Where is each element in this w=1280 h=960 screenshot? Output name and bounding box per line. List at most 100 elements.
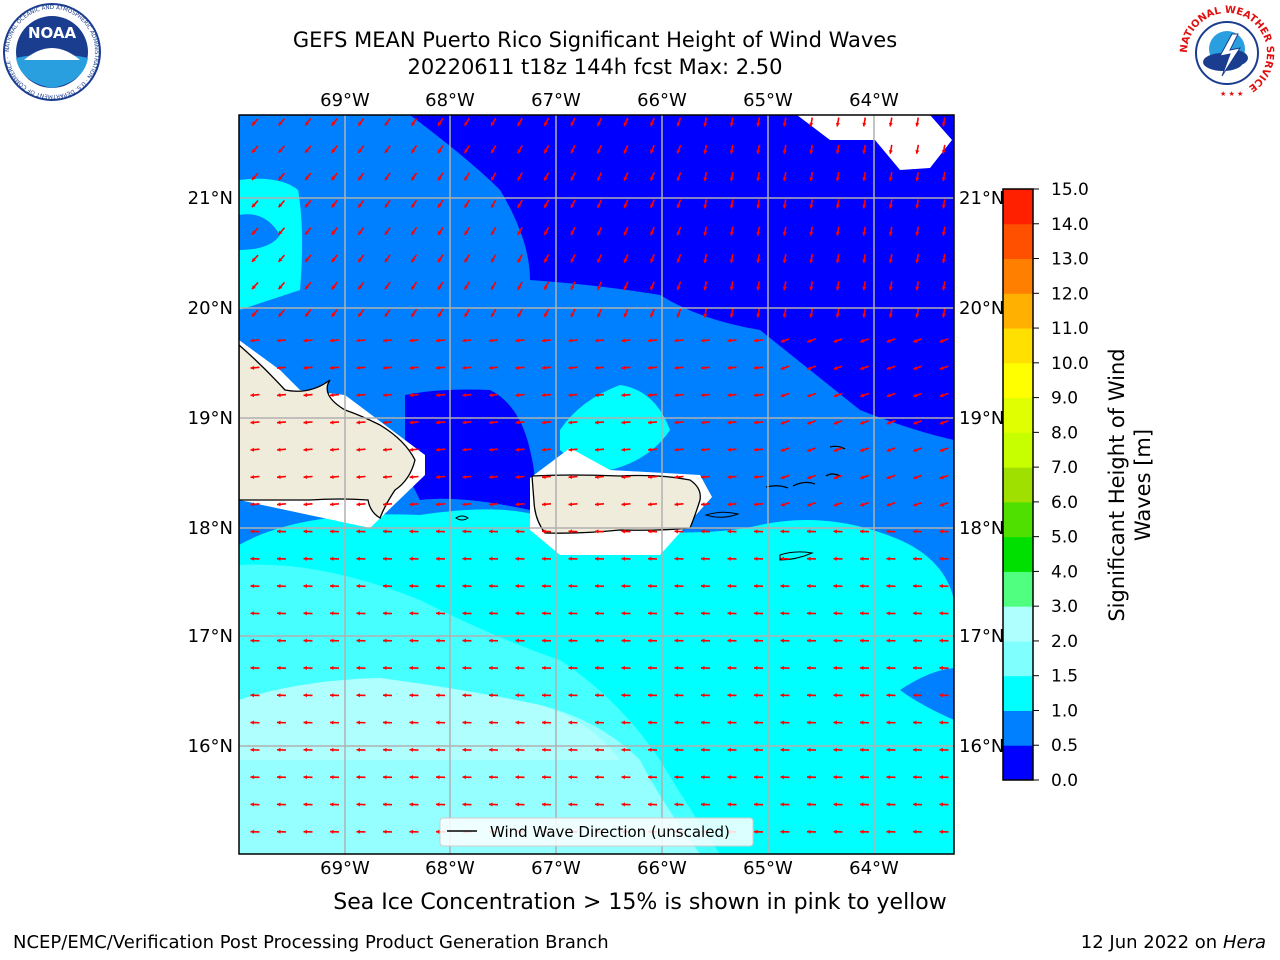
wave-direction-arrowhead [491, 203, 495, 208]
wave-direction-arrowhead [703, 231, 708, 236]
wave-direction-arrowhead [250, 611, 255, 616]
wave-direction-arrowhead [754, 638, 758, 643]
wave-direction-arrowhead [782, 286, 787, 291]
wave-direction-arrowhead [780, 584, 785, 589]
wave-direction-arrowhead [358, 121, 363, 126]
wave-direction-arrowhead [754, 447, 758, 452]
wave-direction-arrowhead [330, 720, 334, 725]
wave-direction-arrowhead [860, 693, 864, 698]
wave-direction-arrowhead [862, 204, 867, 209]
colorbar: 15.0 14.0 13.0 12.0 11.0 10.0 9.0 8.0 7.0 6.0 5.0 4… [1003, 180, 1089, 791]
wave-direction-arrowhead [409, 393, 414, 398]
colorbar-segment [1003, 362, 1033, 399]
wave-direction-arrowhead [305, 121, 309, 126]
wave-direction-arrowhead [277, 665, 281, 671]
wave-direction-arrowhead [913, 366, 918, 371]
wave-direction-arrowhead [807, 393, 812, 398]
wave-direction-arrowhead [542, 529, 546, 534]
colorbar-tick-label: 2.0 [1051, 632, 1078, 652]
wave-direction-arrowhead [754, 502, 758, 507]
wave-direction-arrowhead [411, 312, 416, 317]
wave-direction-arrowhead [542, 611, 546, 616]
wave-direction-arrowhead [621, 747, 626, 752]
wave-direction-arrowhead [383, 720, 387, 725]
wave-direction-arrowhead [544, 313, 548, 318]
colorbar-label-line2: Waves [m] [1131, 429, 1155, 541]
wave-direction-arrowhead [251, 203, 256, 208]
wave-direction-arrowhead [383, 611, 387, 616]
sea-0.5-1.0-nw-inner [239, 214, 280, 250]
wave-direction-arrowhead [595, 775, 599, 780]
wave-direction-arrowhead [941, 204, 946, 209]
wave-direction-arrowhead [595, 693, 599, 698]
wave-direction-arrowhead [727, 447, 732, 452]
wave-direction-arrowhead [464, 312, 469, 317]
wave-direction-arrowhead [674, 802, 679, 807]
wave-direction-arrowhead [250, 665, 255, 671]
wave-direction-arrowhead [648, 802, 652, 807]
wave-direction-arrowhead [621, 775, 626, 780]
wave-direction-arrowhead [701, 802, 705, 807]
wave-direction-arrowhead [411, 121, 416, 126]
wave-direction-arrowhead [729, 149, 734, 154]
colorbar-segment [1003, 293, 1033, 329]
wave-direction-arrowhead [886, 556, 891, 561]
wave-direction-arrowhead [383, 474, 387, 480]
wave-direction-arrowhead [489, 393, 493, 398]
wave-direction-arrowhead [729, 313, 734, 318]
wave-direction-arrowhead [409, 474, 414, 480]
wave-direction-arrowhead [913, 338, 918, 343]
wave-direction-arrowhead [384, 203, 389, 208]
hispaniola-land [239, 344, 416, 519]
wave-direction-arrowhead [438, 203, 442, 208]
map-title: GEFS MEAN Puerto Rico Significant Height… [292, 28, 898, 52]
wave-direction-arrowhead [251, 176, 256, 180]
wave-direction-arrowhead [568, 720, 573, 725]
wave-direction-arrowhead [621, 638, 626, 643]
wave-direction-arrowhead [438, 258, 442, 263]
wave-direction-arrowhead [409, 829, 414, 834]
wave-direction-arrowhead [489, 529, 493, 534]
wave-direction-arrowhead [782, 313, 787, 318]
wave-direction-arrowhead [383, 775, 387, 780]
wave-direction-arrowhead [250, 365, 255, 370]
lon-tick-bottom: 66°W [637, 858, 687, 879]
wave-direction-arrowhead [807, 366, 812, 371]
wave-direction-arrowhead [383, 665, 387, 671]
lat-tick-left: 21°N [188, 188, 233, 209]
wave-direction-arrowhead [250, 447, 255, 452]
wave-direction-arrowhead [464, 285, 469, 290]
wave-direction-arrowhead [358, 203, 363, 208]
wave-direction-arrowhead [807, 829, 811, 834]
wave-direction-arrowhead [939, 775, 944, 780]
wave-direction-arrowhead [250, 802, 255, 807]
colorbar-segment [1003, 501, 1033, 538]
wave-direction-arrowhead [356, 474, 361, 480]
wave-direction-arrowhead [727, 338, 732, 343]
wave-direction-arrowhead [409, 502, 414, 507]
wave-direction-arrowhead [833, 638, 838, 643]
wave-direction-arrowhead [464, 176, 469, 181]
wave-direction-arrowhead [833, 366, 838, 371]
wave-direction-arrowhead [383, 829, 387, 834]
wave-direction-arrowhead [515, 693, 520, 698]
wave-direction-arrowhead [383, 502, 387, 507]
wave-direction-arrowhead [621, 693, 626, 698]
wave-direction-arrowhead [462, 693, 467, 698]
wave-direction-arrowhead [860, 720, 864, 725]
wave-direction-arrowhead [438, 285, 442, 290]
wave-direction-arrowhead [807, 775, 811, 780]
map-frame [238, 114, 955, 855]
wave-direction-arrowhead [674, 665, 679, 671]
wave-direction-arrowhead [862, 177, 867, 182]
wave-direction-arrowhead [277, 502, 281, 507]
wave-direction-arrowhead [674, 365, 679, 370]
wave-direction-arrowhead [330, 747, 334, 752]
wave-direction-arrowhead [568, 529, 573, 534]
wave-direction-arrowhead [438, 149, 442, 154]
wave-direction-arrowhead [330, 447, 334, 452]
wave-direction-arrowhead [833, 693, 838, 698]
wave-direction-arrowhead [623, 176, 628, 181]
wave-direction-arrowhead [860, 338, 865, 343]
wave-direction-arrowhead [250, 638, 255, 643]
